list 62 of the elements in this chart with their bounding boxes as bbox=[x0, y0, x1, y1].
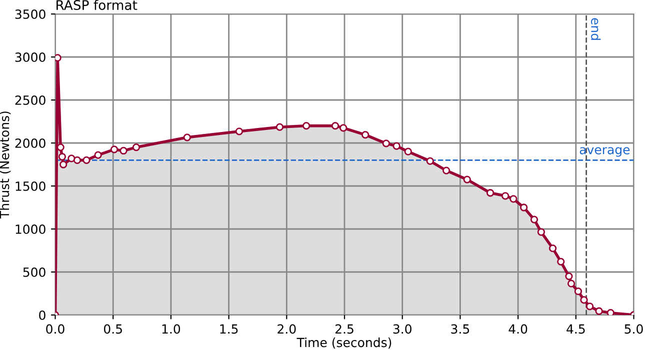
point bbox=[595, 307, 603, 315]
chart-title: RASP format bbox=[56, 0, 138, 10]
point bbox=[183, 134, 191, 142]
point bbox=[68, 154, 76, 162]
point bbox=[132, 143, 140, 152]
point bbox=[510, 195, 518, 203]
point bbox=[73, 156, 82, 164]
ref-line-label: end bbox=[591, 18, 601, 40]
point bbox=[520, 204, 528, 212]
y-tick-label: 2000 bbox=[15, 138, 46, 148]
point bbox=[60, 160, 68, 168]
point bbox=[94, 151, 102, 159]
point bbox=[276, 123, 284, 131]
point bbox=[331, 122, 340, 130]
point bbox=[235, 128, 244, 136]
ref-line-label: average bbox=[580, 147, 630, 157]
point bbox=[110, 146, 118, 154]
x-tick-label: 1.0 bbox=[162, 324, 180, 334]
point bbox=[530, 216, 538, 224]
x-tick-label: 0.5 bbox=[104, 324, 122, 334]
y-tick-label: 3500 bbox=[15, 9, 46, 19]
point bbox=[502, 192, 510, 200]
point bbox=[565, 272, 573, 280]
x-tick-label: 3.0 bbox=[393, 324, 412, 334]
point bbox=[574, 288, 582, 296]
y-tick-label: 1500 bbox=[16, 181, 46, 191]
y-tick-label: 500 bbox=[23, 267, 46, 277]
x-tick-label: 2.5 bbox=[335, 324, 354, 334]
y-tick-label: 0 bbox=[39, 310, 46, 320]
point bbox=[392, 142, 400, 150]
point bbox=[362, 131, 370, 139]
point bbox=[404, 148, 412, 156]
y-axis-title: Thrust (Newtons) bbox=[0, 112, 11, 219]
point bbox=[463, 176, 471, 184]
point bbox=[120, 146, 128, 155]
x-axis-title: Time (seconds) bbox=[296, 338, 392, 349]
x-tick-label: 0.0 bbox=[46, 324, 64, 334]
point bbox=[586, 302, 594, 310]
point bbox=[302, 122, 310, 130]
point bbox=[58, 152, 66, 161]
x-tick-label: 3.5 bbox=[451, 324, 470, 334]
point bbox=[55, 54, 62, 62]
x-tick-label: 2.0 bbox=[278, 324, 296, 334]
y-tick-label: 3000 bbox=[15, 52, 46, 62]
x-tick-label: 1.5 bbox=[220, 324, 238, 334]
point bbox=[82, 156, 90, 164]
point bbox=[567, 280, 576, 288]
point bbox=[557, 258, 565, 266]
point bbox=[580, 296, 588, 304]
x-tick-label: 4.0 bbox=[508, 324, 528, 334]
point bbox=[486, 189, 494, 197]
x-tick-label: 4.5 bbox=[566, 324, 585, 334]
point bbox=[340, 124, 348, 132]
point bbox=[382, 140, 390, 148]
y-tick-label: 2500 bbox=[15, 95, 46, 105]
point bbox=[442, 166, 450, 174]
point bbox=[548, 244, 557, 252]
point bbox=[537, 228, 546, 236]
y-tick-label: 1000 bbox=[16, 224, 46, 234]
point bbox=[426, 157, 434, 165]
x-tick-label: 5.0 bbox=[624, 324, 643, 334]
point bbox=[606, 309, 614, 315]
